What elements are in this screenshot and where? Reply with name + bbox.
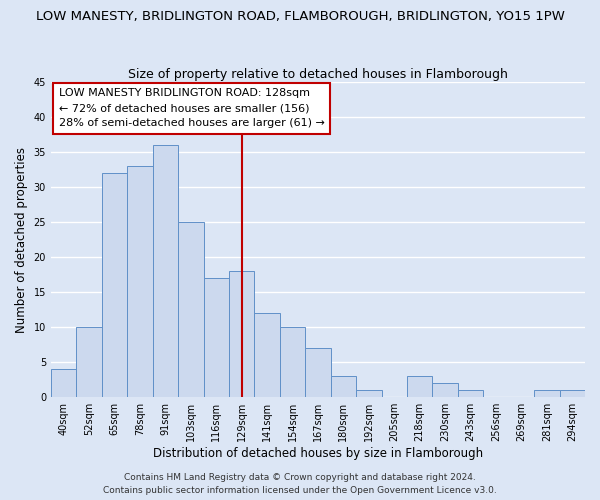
Bar [51, 369, 76, 397]
Bar [178, 222, 203, 397]
Bar [203, 278, 229, 397]
Y-axis label: Number of detached properties: Number of detached properties [15, 146, 28, 332]
Bar [305, 348, 331, 397]
Bar [229, 271, 254, 397]
Text: Contains HM Land Registry data © Crown copyright and database right 2024.
Contai: Contains HM Land Registry data © Crown c… [103, 474, 497, 495]
Bar [254, 313, 280, 397]
Bar [280, 327, 305, 397]
Bar [407, 376, 433, 397]
Bar [433, 383, 458, 397]
Bar [534, 390, 560, 397]
Bar [560, 390, 585, 397]
Bar [76, 327, 102, 397]
Title: Size of property relative to detached houses in Flamborough: Size of property relative to detached ho… [128, 68, 508, 81]
Bar [127, 166, 152, 397]
Bar [356, 390, 382, 397]
Text: LOW MANESTY BRIDLINGTON ROAD: 128sqm
← 72% of detached houses are smaller (156)
: LOW MANESTY BRIDLINGTON ROAD: 128sqm ← 7… [59, 88, 325, 128]
X-axis label: Distribution of detached houses by size in Flamborough: Distribution of detached houses by size … [153, 447, 483, 460]
Bar [102, 173, 127, 397]
Text: LOW MANESTY, BRIDLINGTON ROAD, FLAMBOROUGH, BRIDLINGTON, YO15 1PW: LOW MANESTY, BRIDLINGTON ROAD, FLAMBOROU… [35, 10, 565, 23]
Bar [458, 390, 483, 397]
Bar [152, 145, 178, 397]
Bar [331, 376, 356, 397]
